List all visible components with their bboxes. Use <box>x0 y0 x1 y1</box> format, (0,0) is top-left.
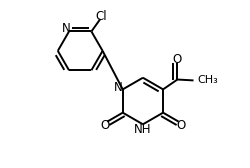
Text: CH₃: CH₃ <box>198 75 218 85</box>
Text: Cl: Cl <box>96 10 107 23</box>
Text: N: N <box>114 81 123 94</box>
Text: O: O <box>100 119 110 132</box>
Text: NH: NH <box>134 123 152 136</box>
Text: O: O <box>176 119 186 132</box>
Text: N: N <box>62 22 70 35</box>
Text: O: O <box>173 53 182 66</box>
